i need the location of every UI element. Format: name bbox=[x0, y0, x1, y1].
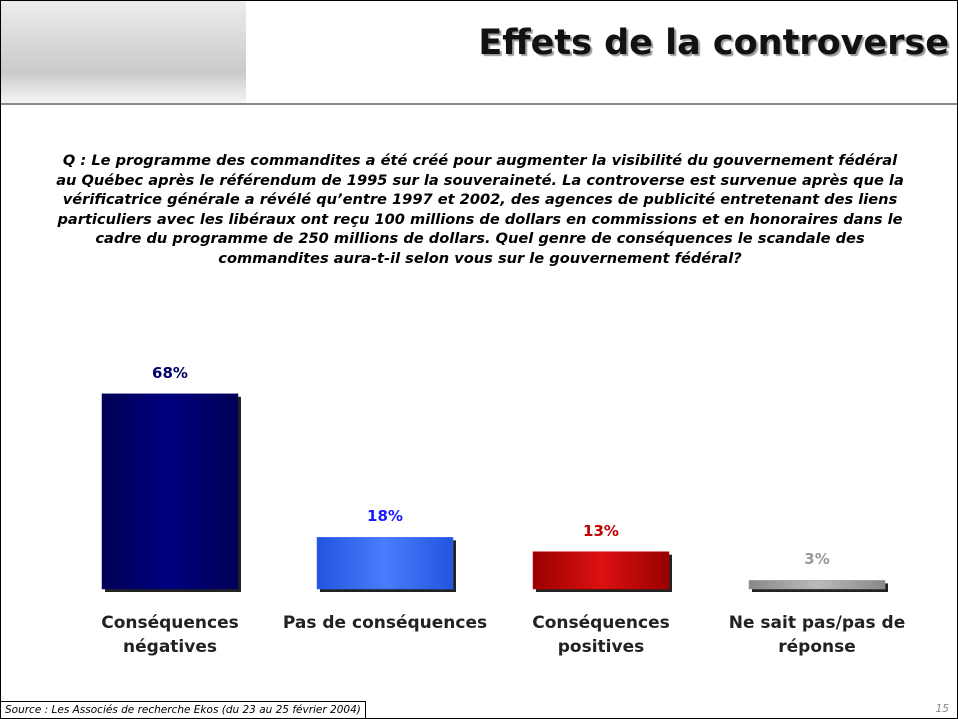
bar bbox=[748, 580, 886, 590]
category-label: Ne sait pas/pas de réponse bbox=[728, 613, 906, 657]
bar bbox=[316, 537, 454, 590]
bar bbox=[101, 393, 239, 590]
value-label: 18% bbox=[367, 507, 403, 526]
slide-title: Effets de la controverse bbox=[478, 23, 949, 63]
value-label: 3% bbox=[804, 550, 830, 569]
question-text: Q : Le programme des commandites a été c… bbox=[56, 152, 904, 267]
value-label: 68% bbox=[152, 363, 188, 382]
source-note: Source : Les Associés de recherche Ekos … bbox=[1, 701, 366, 718]
bar bbox=[532, 551, 670, 590]
page-number: 15 bbox=[935, 703, 949, 715]
value-label: 13% bbox=[583, 521, 619, 540]
category-label: Conséquences positives bbox=[532, 613, 670, 657]
header-photo bbox=[1, 1, 246, 103]
header-rule bbox=[1, 103, 957, 105]
category-label: Conséquences négatives bbox=[101, 613, 239, 657]
category-label: Pas de conséquences bbox=[282, 613, 488, 633]
